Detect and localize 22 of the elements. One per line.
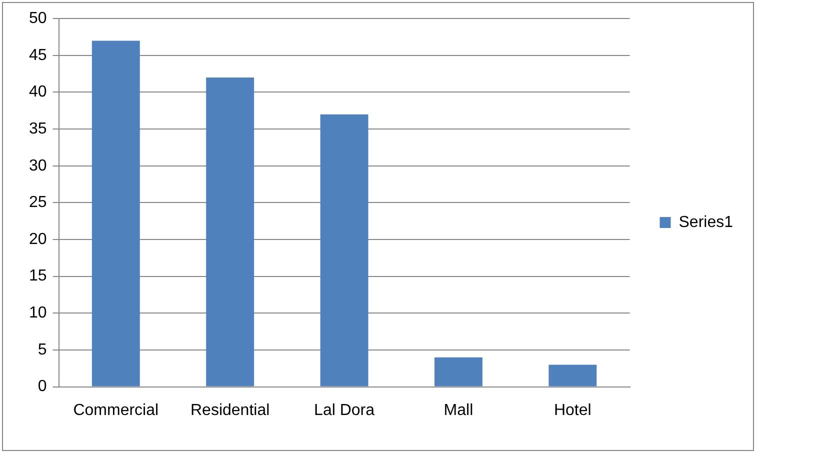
y-tick-label: 45 <box>29 46 47 64</box>
y-tick-label: 10 <box>29 304 47 322</box>
y-tick-label: 25 <box>29 194 47 212</box>
y-tick-label: 15 <box>29 268 47 285</box>
y-tick-label: 5 <box>38 341 47 358</box>
bar <box>434 357 482 386</box>
y-tick-label: 30 <box>29 157 47 174</box>
y-tick-label: 50 <box>29 10 47 28</box>
y-tick-label: 40 <box>29 84 47 101</box>
bar <box>320 114 368 386</box>
y-tick-label: 35 <box>29 120 47 138</box>
bar <box>92 40 140 386</box>
x-tick-label: Commercial <box>73 402 159 419</box>
legend-label: Series1 <box>678 214 734 231</box>
bar <box>206 78 254 386</box>
x-tick-label: Mall <box>444 402 474 419</box>
x-tick-label: Residential <box>190 402 270 419</box>
x-tick-label: Hotel <box>554 402 592 419</box>
x-tick-label: Lal Dora <box>314 402 375 419</box>
y-tick-label: 0 <box>38 378 47 396</box>
bar <box>548 364 597 386</box>
y-tick-label: 20 <box>29 230 47 248</box>
